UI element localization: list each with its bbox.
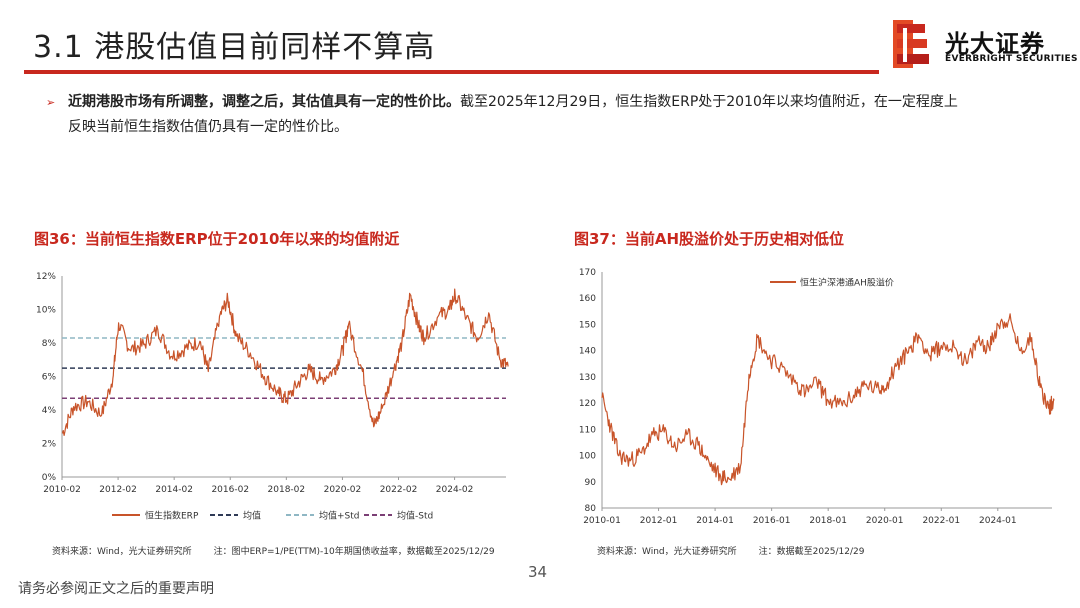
y-tick-label: 6% bbox=[42, 373, 57, 383]
legend-erp: 恒生指数ERP bbox=[112, 510, 199, 522]
fig36-note: 注：图中ERP=1/PE(TTM)-10年期国债收益率，数据截至2025/12/… bbox=[213, 547, 495, 557]
fig36-source: 资料来源：Wind，光大证券研究所 bbox=[52, 547, 192, 557]
legend-ah-premium-label: 恒生沪深港通AH股溢价 bbox=[800, 277, 894, 289]
x-tick-label: 2020-02 bbox=[324, 485, 362, 495]
disclaimer: 请务必参阅正文之后的重要声明 bbox=[18, 581, 214, 597]
summary-line1: 截至2025年12月29日，恒生指数ERP处于2010年以来均值附近，在一定程度… bbox=[460, 94, 958, 110]
x-tick-label: 2016-01 bbox=[753, 516, 791, 526]
summary-line2: 反映当前恒生指数估值仍具有一定的性价比。 bbox=[68, 119, 348, 135]
brand-logo: 光大证券 EVERBRIGHT SECURITIES bbox=[893, 20, 1077, 70]
title-rule bbox=[24, 70, 879, 74]
x-tick-label: 2022-02 bbox=[380, 485, 418, 495]
legend-mean-label: 均值 bbox=[243, 510, 261, 522]
x-tick-label: 2014-01 bbox=[696, 516, 734, 526]
y-tick-label: 0% bbox=[42, 473, 57, 483]
erp-chart: 0% 2% 4% 6% 8% 10% 12% 2010-02 2012-02 2014-02 201… bbox=[36, 272, 509, 522]
x-tick-label: 2014-02 bbox=[155, 485, 193, 495]
y-tick-label: 10% bbox=[36, 306, 56, 316]
brand-name-cn: 光大证券 bbox=[945, 30, 1045, 58]
y-tick-label: 8% bbox=[42, 339, 57, 349]
x-tick-label: 2010-01 bbox=[583, 516, 621, 526]
ah-premium-chart: 80 90 100 110 120 130 140 150 160 170 2010-01 2012-… bbox=[579, 268, 1055, 526]
erp-series-line bbox=[61, 288, 509, 436]
legend-ah-premium: 恒生沪深港通AH股溢价 bbox=[770, 277, 894, 289]
fig37-source: 资料来源：Wind，光大证券研究所 bbox=[597, 547, 737, 557]
y-tick-label: 90 bbox=[585, 478, 597, 488]
legend-erp-label: 恒生指数ERP bbox=[145, 510, 199, 522]
y-tick-label: 160 bbox=[579, 294, 596, 304]
summary-bullet: ➢ 近期港股市场有所调整，调整之后，其估值具有一定的性价比。截至2025年12月… bbox=[46, 90, 1056, 140]
legend-plus-std: 均值+Std bbox=[286, 510, 360, 522]
brand-name-en: EVERBRIGHT SECURITIES bbox=[945, 54, 1078, 64]
fig36-source-note: 资料来源：Wind，光大证券研究所 注：图中ERP=1/PE(TTM)-10年期国… bbox=[52, 544, 495, 557]
y-tick-label: 140 bbox=[579, 347, 596, 357]
y-tick-label: 4% bbox=[42, 406, 57, 416]
y-tick-label: 110 bbox=[579, 425, 596, 435]
x-tick-label: 2012-02 bbox=[99, 485, 137, 495]
page-title: 3.1 港股估值目前同样不算高 bbox=[33, 30, 436, 65]
y-tick-label: 100 bbox=[579, 452, 596, 462]
y-tick-label: 130 bbox=[579, 373, 596, 383]
x-tick-label: 2024-01 bbox=[979, 516, 1017, 526]
bullet-arrow-icon: ➢ bbox=[46, 96, 56, 109]
legend-minus-std-label: 均值-Std bbox=[397, 510, 433, 522]
legend-mean: 均值 bbox=[210, 510, 261, 522]
x-tick-label: 2010-02 bbox=[43, 485, 81, 495]
y-tick-label: 170 bbox=[579, 268, 596, 278]
fig37-note: 注：数据截至2025/12/29 bbox=[758, 547, 865, 557]
page-number: 34 bbox=[528, 563, 548, 581]
x-tick-label: 2022-01 bbox=[922, 516, 960, 526]
y-tick-label: 12% bbox=[36, 272, 56, 282]
y-tick-label: 120 bbox=[579, 399, 596, 409]
brand-mark-icon bbox=[893, 20, 929, 68]
y-tick-label: 2% bbox=[42, 440, 57, 450]
legend-plus-std-label: 均值+Std bbox=[319, 510, 360, 522]
x-tick-label: 2018-01 bbox=[809, 516, 847, 526]
fig36-caption: 图36：当前恒生指数ERP位于2010年以来的均值附近 bbox=[34, 230, 400, 248]
legend-minus-std: 均值-Std bbox=[364, 510, 433, 522]
fig37-source-note: 资料来源：Wind，光大证券研究所 注：数据截至2025/12/29 bbox=[597, 544, 865, 557]
x-tick-label: 2024-02 bbox=[436, 485, 474, 495]
summary-bold: 近期港股市场有所调整，调整之后，其估值具有一定的性价比。 bbox=[68, 94, 460, 110]
y-tick-label: 150 bbox=[579, 320, 596, 330]
summary-text: 近期港股市场有所调整，调整之后，其估值具有一定的性价比。截至2025年12月29… bbox=[68, 90, 1056, 140]
y-tick-label: 80 bbox=[585, 504, 597, 514]
ah-premium-series-line bbox=[601, 313, 1055, 486]
fig37-caption: 图37：当前AH股溢价处于历史相对低位 bbox=[574, 230, 845, 248]
x-tick-label: 2018-02 bbox=[268, 485, 306, 495]
x-tick-label: 2016-02 bbox=[211, 485, 249, 495]
x-tick-label: 2012-01 bbox=[640, 516, 678, 526]
x-tick-label: 2020-01 bbox=[866, 516, 904, 526]
